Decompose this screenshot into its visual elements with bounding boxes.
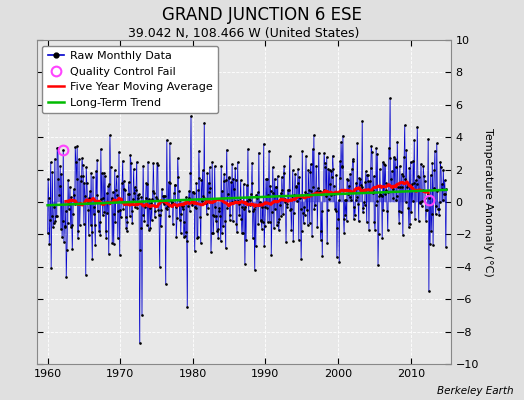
Y-axis label: Temperature Anomaly (°C): Temperature Anomaly (°C) — [483, 128, 493, 276]
Text: GRAND JUNCTION 6 ESE: GRAND JUNCTION 6 ESE — [162, 6, 362, 24]
Legend: Raw Monthly Data, Quality Control Fail, Five Year Moving Average, Long-Term Tren: Raw Monthly Data, Quality Control Fail, … — [42, 46, 219, 113]
Title: 39.042 N, 108.466 W (United States): 39.042 N, 108.466 W (United States) — [128, 27, 359, 40]
Text: Berkeley Earth: Berkeley Earth — [437, 386, 514, 396]
